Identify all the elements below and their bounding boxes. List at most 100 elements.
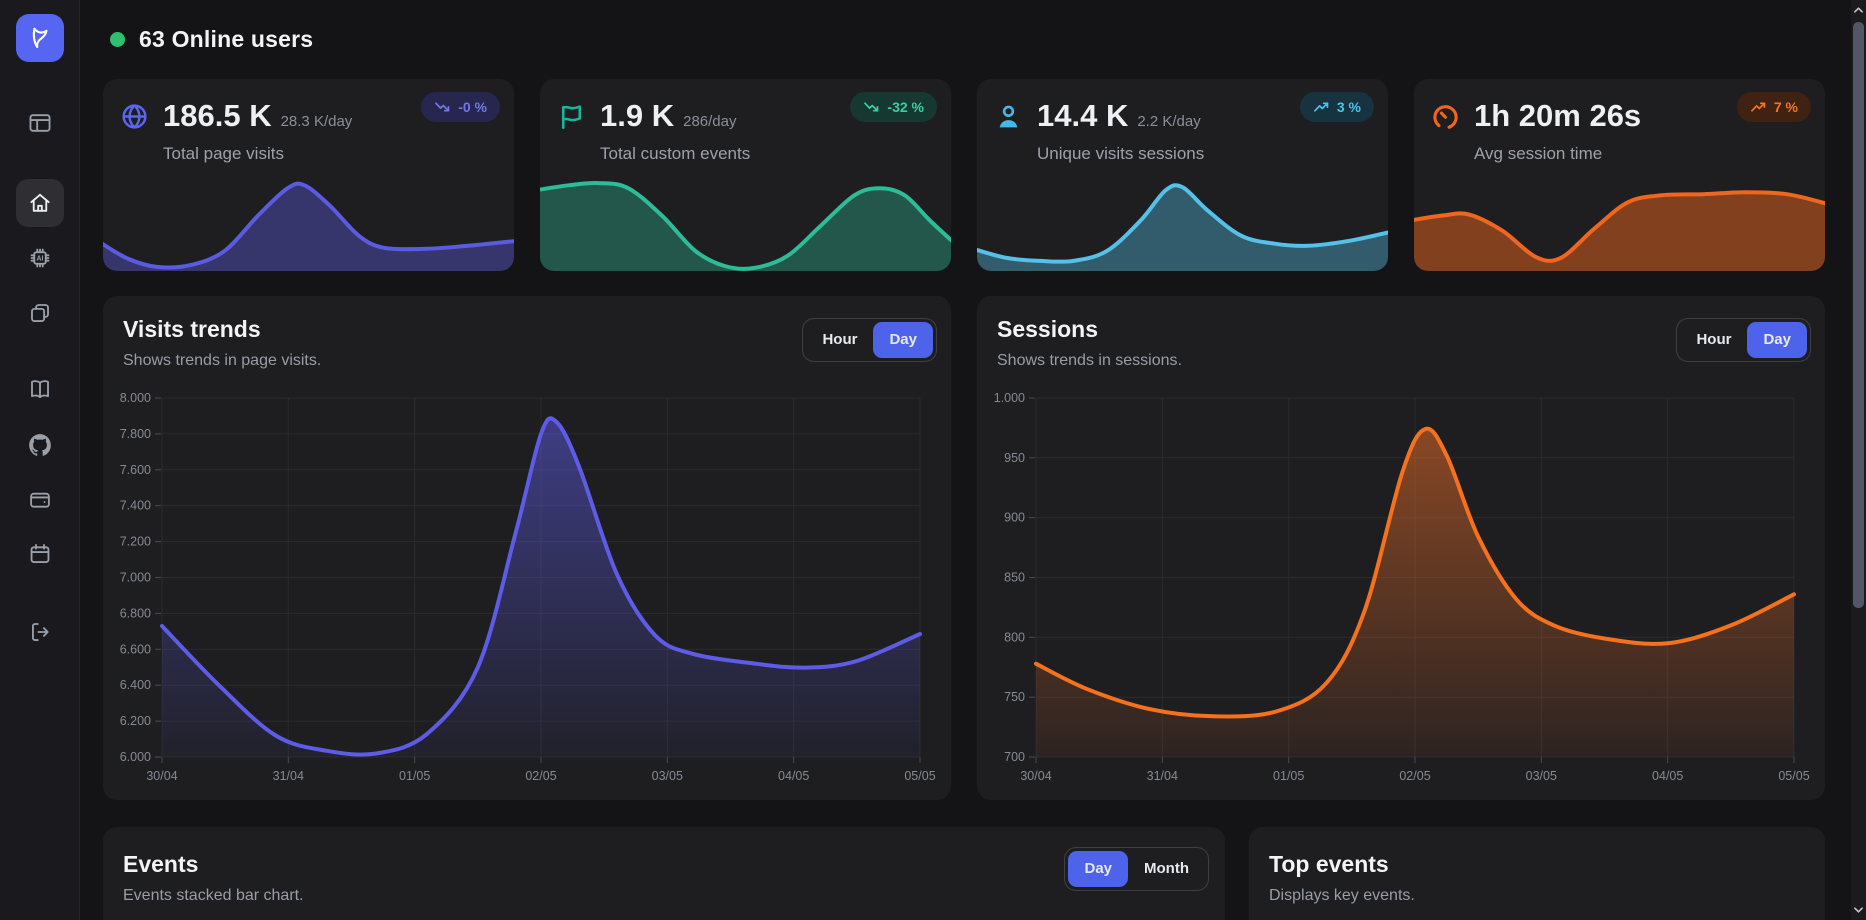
card-title: Top events xyxy=(1269,851,1389,877)
chart-title: Visits trends xyxy=(123,316,261,342)
sessions-toggle: Hour Day xyxy=(1676,318,1811,362)
card-subtitle: Displays key events. xyxy=(1269,887,1415,904)
visits-trends-toggle-day[interactable]: Day xyxy=(873,322,933,358)
stat-value: 1h 20m 26s xyxy=(1474,98,1642,133)
timer-icon xyxy=(1433,104,1458,129)
github-icon xyxy=(29,434,51,456)
ai-chip-icon: AI xyxy=(30,248,50,268)
trending-down-icon xyxy=(435,102,450,112)
x-axis-label: 02/05 xyxy=(1399,769,1430,783)
trending-up-icon xyxy=(1750,102,1766,112)
x-axis-label: 30/04 xyxy=(146,769,177,783)
person-icon xyxy=(999,105,1018,127)
sidebar-item-docs[interactable] xyxy=(16,365,64,413)
sidebar-item-calendar[interactable] xyxy=(16,530,64,578)
stat-card-header: 14.4 K 2.2 K/day xyxy=(993,98,1201,134)
stat-card-header: 1.9 K 286/day xyxy=(556,98,737,134)
visits-trends-toggle-hour[interactable]: Hour xyxy=(822,331,858,348)
trending-down-icon xyxy=(864,102,879,112)
stat-sparkline-unique-visits-sessions xyxy=(977,183,1388,271)
stat-values: 1h 20m 26s xyxy=(1474,98,1650,134)
stat-rate: 2.2 K/day xyxy=(1137,113,1201,130)
x-axis-label: 02/05 xyxy=(525,769,556,783)
stat-card-unique-visits-sessions: 14.4 K 2.2 K/day Unique visits sessions 3 % xyxy=(977,79,1388,271)
flag-icon xyxy=(561,104,582,129)
sidebar-item-wallet[interactable] xyxy=(16,476,64,524)
stat-card-header: 1h 20m 26s xyxy=(1430,98,1650,134)
y-axis-label: 850 xyxy=(1004,571,1025,585)
app-logo[interactable] xyxy=(16,14,64,62)
x-axis-label: 01/05 xyxy=(399,769,430,783)
online-users-count: 63 Online users xyxy=(139,26,314,52)
x-axis-label: 30/04 xyxy=(1020,769,1051,783)
sessions-card: Sessions Shows trends in sessions. Hour Day… xyxy=(977,296,1825,800)
globe-icon xyxy=(119,101,150,132)
y-axis-label: 7.800 xyxy=(120,427,151,441)
stat-card-total-page-visits: 186.5 K 28.3 K/day Total page visits -0 % xyxy=(103,79,514,271)
sidebar-item-github[interactable] xyxy=(16,421,64,469)
sidebar: AI xyxy=(0,0,80,920)
stat-label: Total page visits xyxy=(163,144,284,163)
sessions-chart[interactable]: 1.000 950 900 850 800 750 700 30/04 31/04 01/05 02… xyxy=(977,391,1825,796)
y-axis-label: 6.800 xyxy=(120,606,151,620)
stat-value: 186.5 K xyxy=(163,98,272,133)
y-axis-label: 6.600 xyxy=(120,642,151,656)
y-axis-label: 6.200 xyxy=(120,714,151,728)
x-axis-label: 05/05 xyxy=(904,769,935,783)
sessions-toggle-hour[interactable]: Hour xyxy=(1696,331,1732,348)
timer-icon xyxy=(1430,101,1461,132)
y-axis-label: 800 xyxy=(1004,630,1025,644)
trend-badge: -0 % xyxy=(421,92,500,122)
home-icon xyxy=(30,193,50,212)
visits-trends-chart[interactable]: 8.000 7.800 7.600 7.400 7.200 7.000 6.800 6.600… xyxy=(103,391,951,796)
events-toggle-month[interactable]: Month xyxy=(1144,860,1189,877)
scrollbar-thumb[interactable] xyxy=(1853,22,1864,608)
online-users-header: 63 Online users xyxy=(110,26,313,53)
scroll-down-arrow[interactable] xyxy=(1851,902,1866,918)
y-axis-label: 6.000 xyxy=(120,750,151,764)
book-icon xyxy=(31,380,49,399)
stat-label: Unique visits sessions xyxy=(1037,144,1205,163)
stat-sparkline-total-custom-events xyxy=(540,180,951,271)
sidebar-item-pages[interactable] xyxy=(16,289,64,337)
sidebar-item-ai[interactable]: AI xyxy=(16,234,64,282)
stat-rate: 28.3 K/day xyxy=(280,113,353,130)
sidebar-item-logout[interactable] xyxy=(16,608,64,656)
events-card: Events Events stacked bar chart. Day Month xyxy=(103,827,1225,920)
stat-sparkline-avg-session-time xyxy=(1414,190,1825,271)
wallet-icon xyxy=(30,492,50,508)
vertical-scrollbar[interactable] xyxy=(1851,0,1866,920)
sidebar-item-browser[interactable] xyxy=(16,99,64,147)
card-subtitle: Events stacked bar chart. xyxy=(123,887,304,904)
badge-text: -0 % xyxy=(458,99,487,115)
badge-text: -32 % xyxy=(887,99,924,115)
stat-values: 186.5 K 28.3 K/day xyxy=(163,98,352,134)
stat-label: Total custom events xyxy=(600,144,751,163)
x-axis-label: 04/05 xyxy=(778,769,809,783)
trend-badge: 3 % xyxy=(1299,92,1374,122)
sessions-toggle-day[interactable]: Day xyxy=(1747,322,1807,358)
stat-card-avg-session-time: 1h 20m 26s Avg session time 7 % xyxy=(1414,79,1825,271)
scroll-up-arrow[interactable] xyxy=(1851,2,1866,18)
stat-rate: 286/day xyxy=(683,113,737,130)
online-status-dot xyxy=(110,32,125,47)
x-axis-label: 03/05 xyxy=(1526,769,1557,783)
chart-subtitle: Shows trends in sessions. xyxy=(997,352,1182,369)
funnel-logo-icon xyxy=(32,27,48,49)
main-content: 63 Online users 186.5 K 28.3 K/day Total p… xyxy=(80,0,1866,920)
sidebar-item-home[interactable] xyxy=(16,179,64,227)
x-axis-label: 05/05 xyxy=(1778,769,1809,783)
globe-icon xyxy=(122,103,147,129)
x-axis-label: 31/04 xyxy=(273,769,304,783)
y-axis-label: 900 xyxy=(1004,511,1025,525)
stat-card-total-custom-events: 1.9 K 286/day Total custom events -32 % xyxy=(540,79,951,271)
flag-icon xyxy=(556,101,587,132)
y-axis-label: 1.000 xyxy=(994,391,1025,405)
events-toggle-day[interactable]: Day xyxy=(1068,851,1129,887)
x-axis-label: 03/05 xyxy=(652,769,683,783)
y-axis-label: 7.600 xyxy=(120,463,151,477)
browser-icon xyxy=(29,114,51,132)
card-title: Events xyxy=(123,851,199,877)
y-axis-label: 7.200 xyxy=(120,535,151,549)
